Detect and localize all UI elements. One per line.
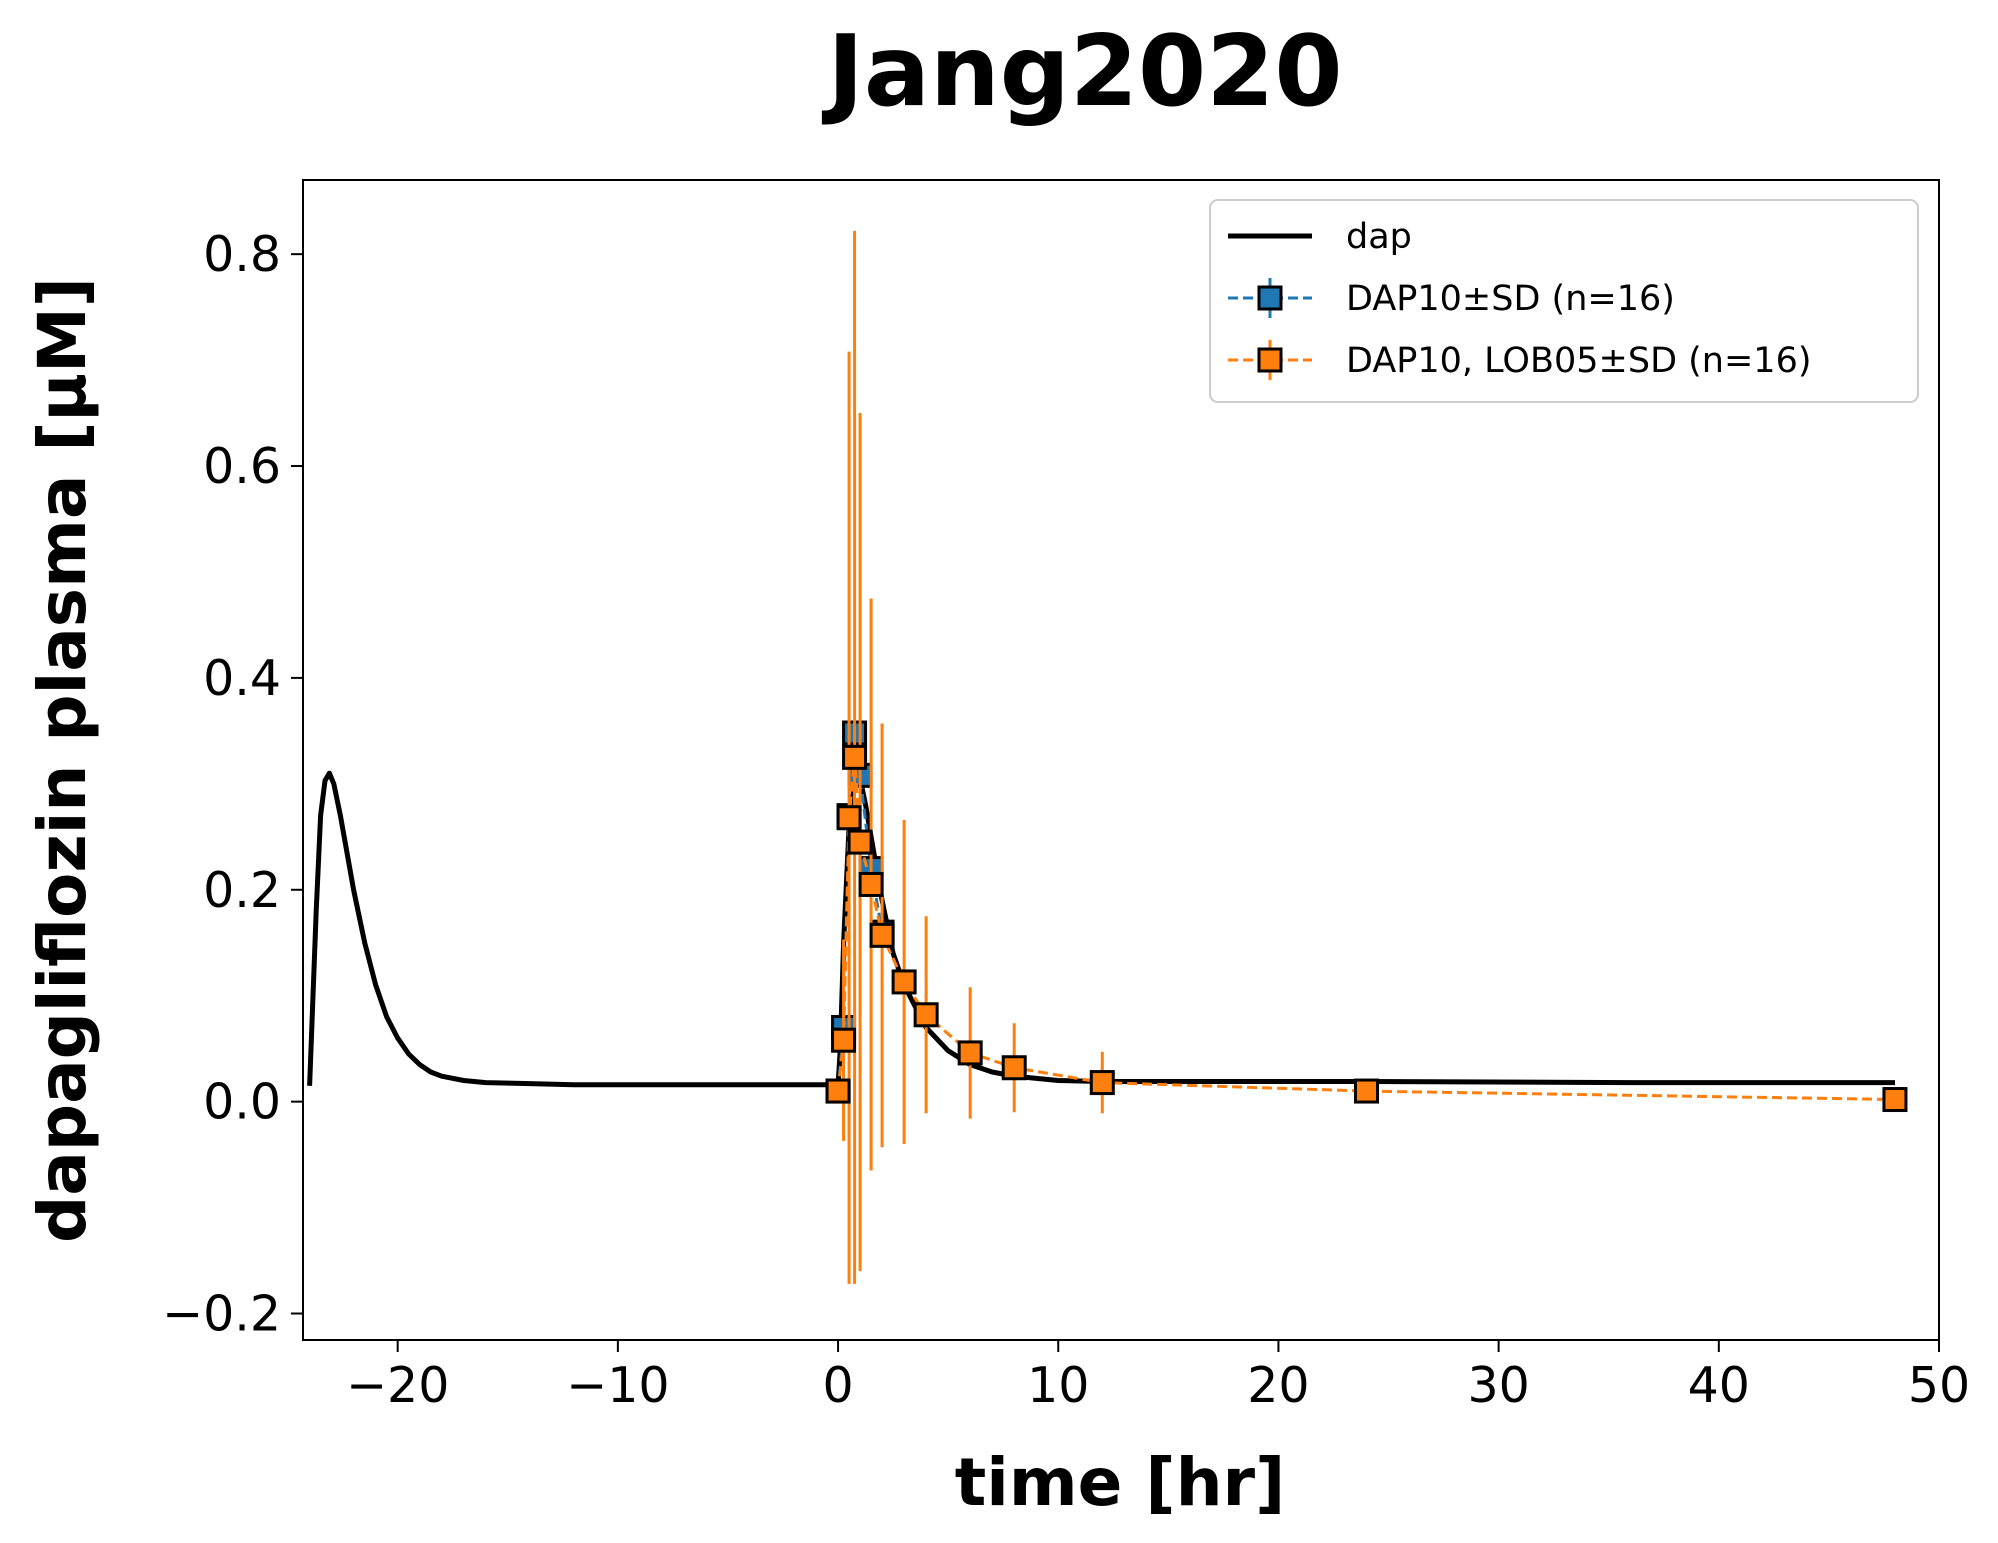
series-dap [307,770,1895,1088]
y-axis-label: dapagliflozin plasma [μM] [24,277,101,1243]
y-tick-label: 0.4 [203,650,281,707]
data-point [1001,1055,1027,1081]
data-point [891,969,917,995]
series-dap10-lob05-sd-n-16 [825,230,1908,1284]
series-layer [307,230,1908,1284]
x-tick-label: 40 [1688,1357,1750,1414]
y-tick-label: −0.2 [162,1286,281,1343]
series-line [836,757,1896,1101]
y-tick-label: 0.8 [203,226,281,283]
legend-label: dap [1346,217,1412,257]
y-tick-label: 0.6 [203,438,281,495]
x-tick-label: 30 [1467,1357,1529,1414]
data-point [847,829,873,855]
y-tick-label: 0.2 [203,862,281,919]
data-point [842,744,868,770]
chart-title: Jang2020 [821,15,1342,129]
data-point [858,871,884,897]
x-tick-label: 20 [1247,1357,1309,1414]
data-point [957,1040,983,1066]
legend-item-dap10-sd-n-16: DAP10±SD (n=16) [1228,278,1675,319]
x-axis: −20 −10 0 10 20 30 40 50 [346,1340,1970,1414]
data-point [1089,1070,1115,1096]
legend-label: DAP10±SD (n=16) [1346,279,1675,319]
legend-item-dap: dap [1228,217,1412,257]
data-point [913,1002,939,1028]
x-tick-label: 50 [1908,1357,1970,1414]
data-point [1354,1078,1380,1104]
data-point [831,1027,857,1053]
legend-item-dap10-lob05-sd-n-16: DAP10, LOB05±SD (n=16) [1228,340,1812,381]
data-point [836,805,862,831]
y-tick-label: 0.0 [203,1074,281,1131]
x-tick-label: −10 [566,1357,669,1414]
plot-frame [302,179,1940,1341]
data-point [1882,1087,1908,1113]
legend-swatch-marker [1257,285,1283,311]
legend-label: DAP10, LOB05±SD (n=16) [1346,341,1812,381]
legend-swatch-marker [1257,347,1283,373]
x-tick-label: −20 [346,1357,449,1414]
series-line [307,770,1895,1088]
legend-box [1209,199,1919,403]
data-point [825,1078,851,1104]
x-tick-label: 10 [1027,1357,1089,1414]
y-axis: −0.2 0.0 0.2 0.4 0.6 0.8 [162,226,303,1343]
x-axis-label: time [hr] [955,1444,1286,1521]
x-tick-label: 0 [822,1357,853,1414]
data-point [869,922,895,948]
legend: dap DAP10±SD (n=16) DAP10, LOB05±SD (n=16) [1209,199,1919,403]
